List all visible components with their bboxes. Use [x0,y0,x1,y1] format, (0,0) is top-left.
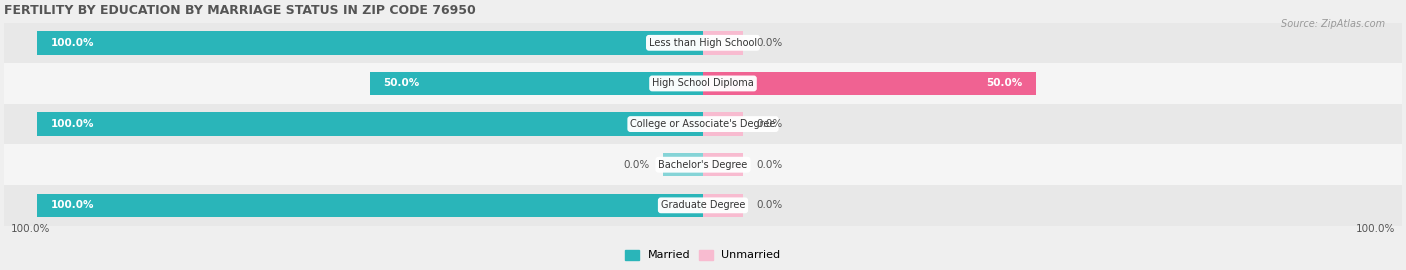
Text: Bachelor's Degree: Bachelor's Degree [658,160,748,170]
Text: 100.0%: 100.0% [51,119,94,129]
Text: 50.0%: 50.0% [384,79,420,89]
Bar [703,31,742,55]
Bar [4,144,1402,185]
Bar [4,22,1402,63]
Text: 0.0%: 0.0% [756,38,783,48]
Text: 100.0%: 100.0% [51,38,94,48]
Text: Graduate Degree: Graduate Degree [661,200,745,210]
Text: 100.0%: 100.0% [11,224,51,234]
Bar [4,63,1402,104]
Bar [703,112,742,136]
Text: 100.0%: 100.0% [1355,224,1395,234]
Text: Source: ZipAtlas.com: Source: ZipAtlas.com [1281,19,1385,29]
Bar [664,153,703,177]
Text: 100.0%: 100.0% [51,200,94,210]
Bar [370,72,703,95]
Bar [703,194,742,217]
Text: 0.0%: 0.0% [756,200,783,210]
Text: 0.0%: 0.0% [756,119,783,129]
Text: College or Associate's Degree: College or Associate's Degree [630,119,776,129]
Text: High School Diploma: High School Diploma [652,79,754,89]
Text: 0.0%: 0.0% [623,160,650,170]
Bar [4,185,1402,226]
Bar [703,72,1036,95]
Bar [38,112,703,136]
Text: Less than High School: Less than High School [650,38,756,48]
Text: 0.0%: 0.0% [756,160,783,170]
Bar [38,194,703,217]
Text: FERTILITY BY EDUCATION BY MARRIAGE STATUS IN ZIP CODE 76950: FERTILITY BY EDUCATION BY MARRIAGE STATU… [4,4,475,17]
Bar [4,104,1402,144]
Bar [703,153,742,177]
Legend: Married, Unmarried: Married, Unmarried [621,245,785,265]
Bar [38,31,703,55]
Text: 50.0%: 50.0% [986,79,1022,89]
